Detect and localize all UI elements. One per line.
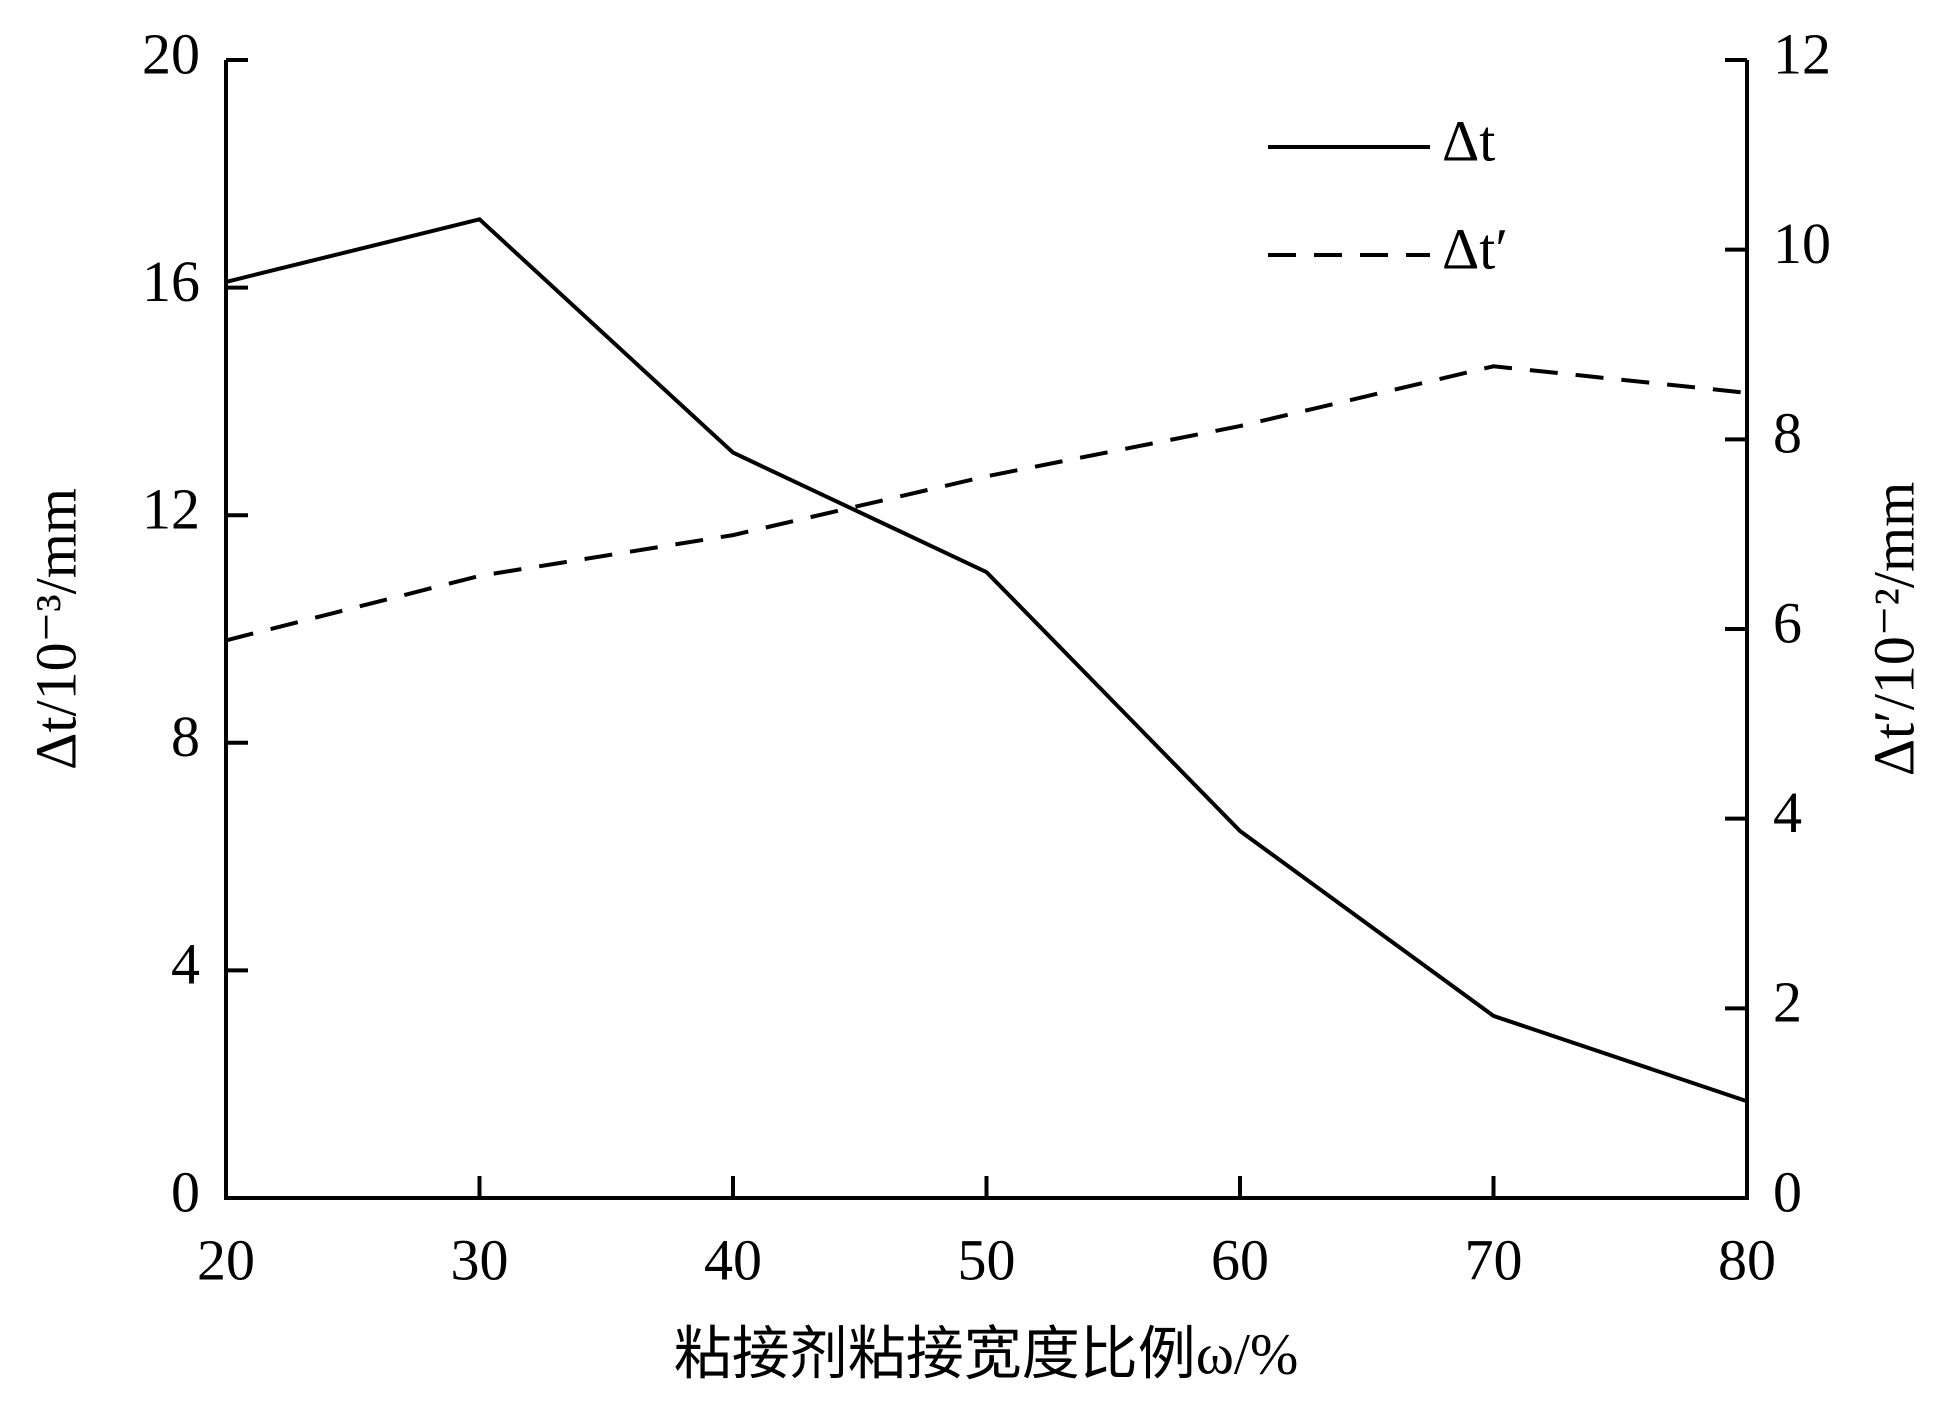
legend-label: Δt: [1442, 108, 1495, 173]
data-line: [225, 217, 1748, 1104]
y-tick-label: 0: [171, 1159, 200, 1224]
legend-label: Δt′: [1442, 216, 1508, 281]
y-tick-label: 8: [171, 704, 200, 769]
x-tick-label: 30: [451, 1227, 509, 1292]
x-tick-label: 60: [1211, 1227, 1269, 1292]
y-tick-label: 4: [171, 932, 200, 997]
y-tick-label: 12: [142, 477, 200, 542]
y2-axis-label: Δt′/10⁻²/mm: [1861, 482, 1926, 777]
x-tick-label: 20: [197, 1227, 255, 1292]
data-line: [225, 364, 1748, 643]
x-tick-label: 80: [1718, 1227, 1776, 1292]
x-tick-label: 40: [704, 1227, 762, 1292]
y-axis-label: Δt/10⁻³/mm: [23, 488, 88, 770]
y2-tick-label: 2: [1773, 970, 1802, 1035]
y2-tick-label: 0: [1773, 1159, 1802, 1224]
y2-tick-label: 12: [1773, 21, 1831, 86]
y-tick-label: 16: [142, 249, 200, 314]
y2-tick-label: 4: [1773, 780, 1802, 845]
y-tick-label: 20: [142, 21, 200, 86]
y2-tick-label: 10: [1773, 211, 1831, 276]
x-tick-label: 70: [1465, 1227, 1523, 1292]
y2-tick-label: 6: [1773, 590, 1802, 655]
x-tick-label: 50: [958, 1227, 1016, 1292]
y2-tick-label: 8: [1773, 401, 1802, 466]
x-axis-label: 粘接剂粘接宽度比例ω/%: [674, 1321, 1299, 1386]
